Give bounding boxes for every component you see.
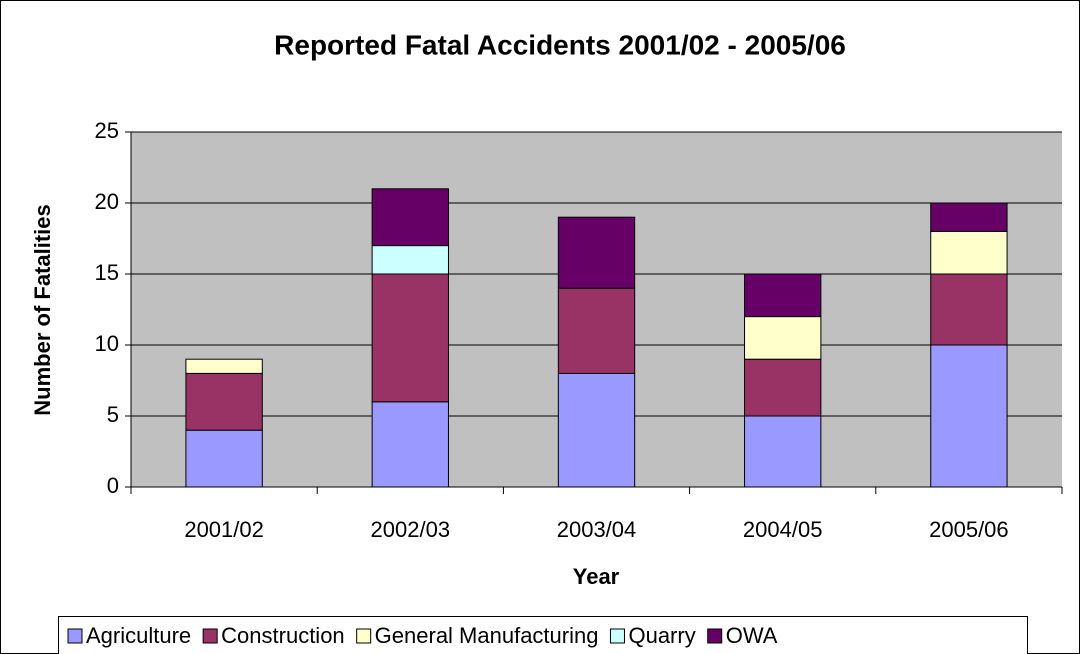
legend-swatch <box>202 628 218 644</box>
y-tick-label: 15 <box>95 260 119 285</box>
y-tick-label: 10 <box>95 331 119 356</box>
bar-segment <box>930 344 1008 488</box>
y-tick-label: 5 <box>107 402 119 427</box>
bar-segment <box>557 372 636 488</box>
legend-swatch <box>67 628 83 644</box>
bar-segment <box>930 230 1008 275</box>
y-tick-label: 20 <box>95 189 119 214</box>
x-tick-label: 2004/05 <box>743 517 823 542</box>
bar-segment <box>557 216 636 289</box>
x-tick-label: 2005/06 <box>929 517 1009 542</box>
legend-label: Construction <box>221 623 345 648</box>
legend-label: Agriculture <box>86 623 191 648</box>
legend-swatch <box>707 628 723 644</box>
legend-label: OWA <box>726 623 778 648</box>
legend-swatch <box>356 628 372 644</box>
bar-segment <box>371 188 449 247</box>
legend-label: Quarry <box>628 623 695 648</box>
y-tick-label: 0 <box>107 473 119 498</box>
bar-segment <box>371 273 449 403</box>
bar-segment <box>744 316 822 360</box>
chart-title: Reported Fatal Accidents 2001/02 - 2005/… <box>274 29 846 60</box>
bar-segment <box>371 401 449 488</box>
y-axis-label: Number of Fatalities <box>30 204 55 415</box>
x-tick-label: 2001/02 <box>184 517 264 542</box>
bar-segment <box>930 202 1008 232</box>
bar-segment <box>185 372 263 431</box>
legend-label: General Manufacturing <box>375 623 599 648</box>
bar-segment <box>557 287 636 374</box>
bar-segment <box>744 273 822 318</box>
bar-segment <box>185 358 263 374</box>
legend-box <box>58 616 1028 654</box>
x-tick-label: 2002/03 <box>371 517 451 542</box>
y-tick-label: 25 <box>95 118 119 143</box>
x-axis-label: Year <box>573 564 620 589</box>
x-tick-label: 2003/04 <box>557 517 637 542</box>
bar-segment <box>744 358 822 417</box>
bar-segment <box>371 245 449 275</box>
bar-segment <box>185 429 263 488</box>
legend-swatch <box>609 628 625 644</box>
bar-segment <box>930 273 1008 346</box>
bar-segment <box>744 415 822 488</box>
